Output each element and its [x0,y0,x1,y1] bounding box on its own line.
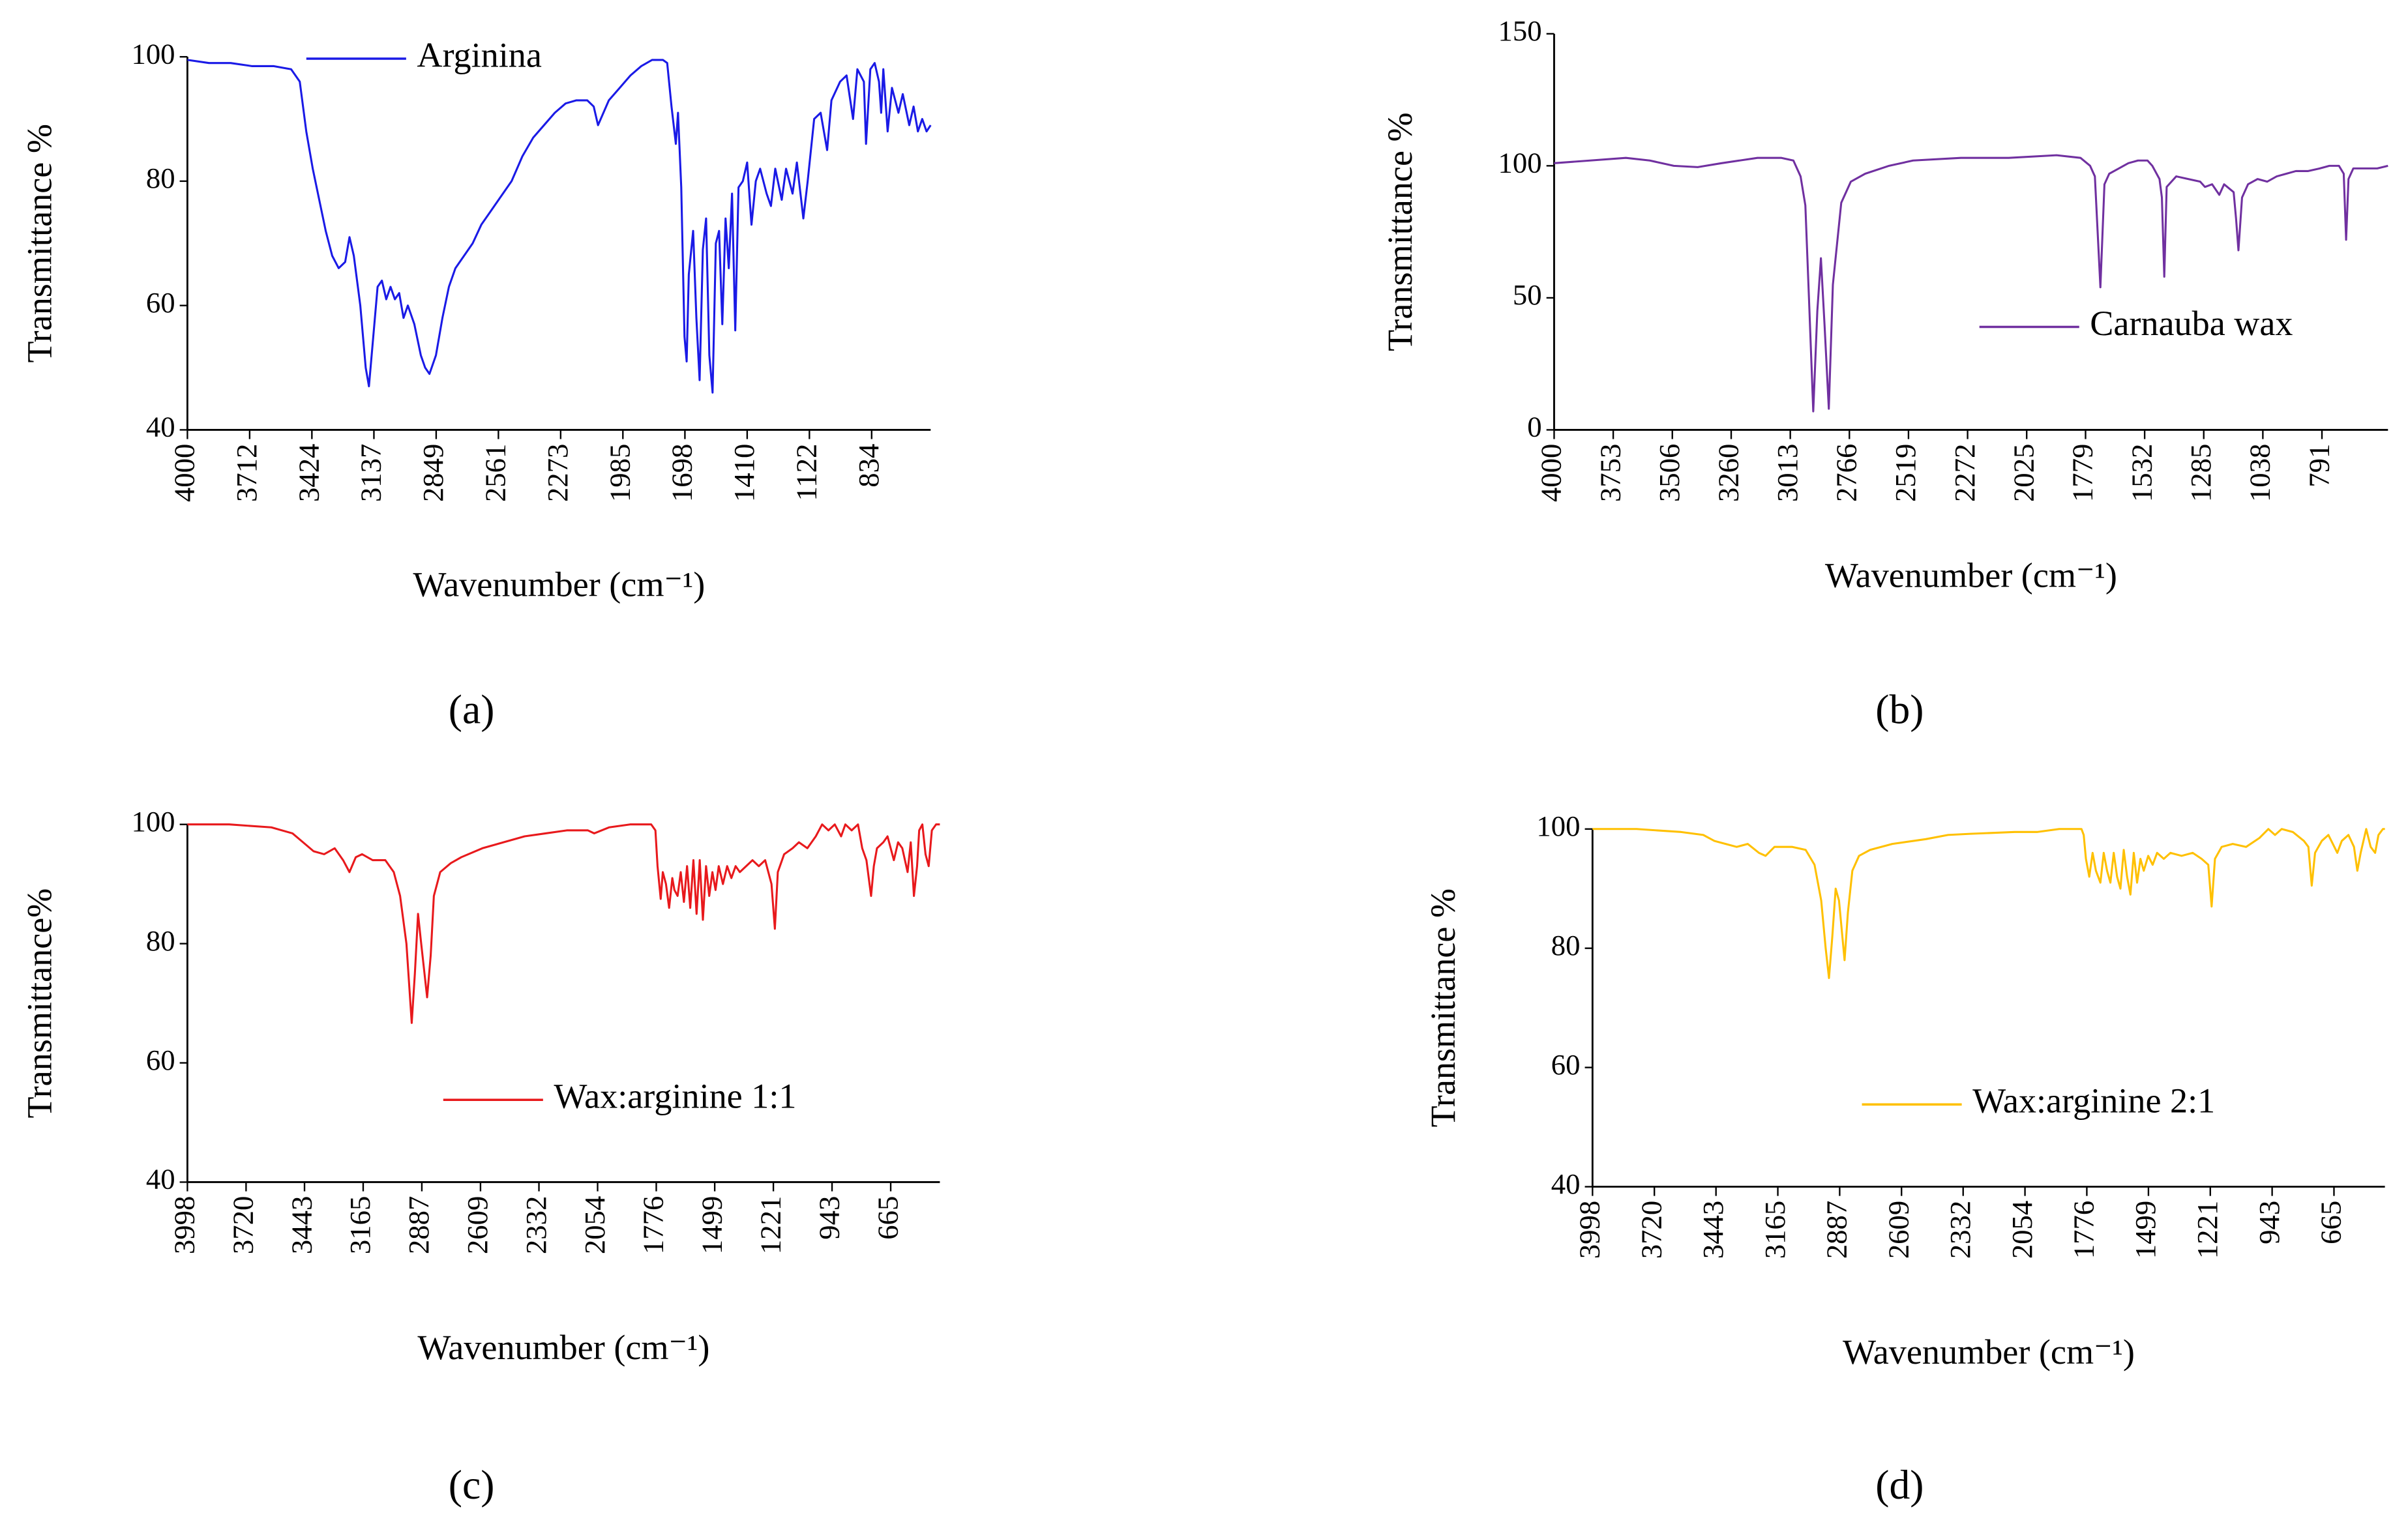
x-tick-label: 665 [2315,1201,2347,1244]
legend-label: Wax:arginine 1:1 [554,1077,796,1116]
y-tick-label: 60 [146,286,175,319]
spectrum-line [187,59,932,394]
x-tick-label: 3013 [1771,444,1804,502]
x-tick-label: 2054 [578,1196,611,1254]
y-axis-label: Transmittance% [20,888,59,1119]
x-tick-label: 2332 [520,1196,552,1254]
y-tick-label: 100 [1536,810,1580,842]
x-tick-label: 1698 [666,444,698,502]
y-tick-label: 60 [146,1044,175,1076]
x-tick-label: 665 [871,1196,904,1240]
x-tick-label: 3998 [1573,1201,1606,1259]
x-tick-label: 834 [852,444,885,488]
x-tick-label: 2609 [461,1196,494,1254]
x-tick-label: 2766 [1830,444,1863,502]
y-tick-label: 40 [146,411,175,443]
x-tick-label: 3720 [1635,1201,1667,1259]
x-tick-label: 2054 [2006,1201,2038,1259]
x-tick-label: 943 [2253,1201,2285,1244]
y-axis-label: Transmittance % [1380,112,1420,351]
legend-label: Wax:arginine 2:1 [1972,1081,2215,1121]
y-tick-label: 100 [131,37,175,70]
x-tick-label: 3443 [1697,1201,1729,1259]
x-axis-label: Wavenumber (cm⁻¹) [1825,555,2117,594]
spectrum-line [1554,154,2388,413]
x-tick-label: 1122 [790,444,823,501]
x-tick-label: 2849 [417,444,449,502]
y-tick-label: 80 [1551,929,1581,961]
x-tick-label: 3443 [285,1196,318,1254]
panel-caption: (d) [1875,1461,1924,1508]
x-tick-label: 4000 [168,444,201,502]
x-tick-label: 1410 [728,444,760,502]
y-tick-label: 60 [1551,1048,1581,1081]
x-tick-label: 3753 [1594,444,1626,502]
x-tick-label: 1499 [695,1196,728,1254]
x-tick-label: 1038 [2244,444,2276,502]
y-tick-label: 40 [1551,1167,1581,1200]
x-tick-label: 2332 [1944,1201,1976,1259]
x-tick-label: 1985 [604,444,636,502]
y-tick-label: 100 [131,805,175,838]
x-tick-label: 3424 [293,444,325,502]
x-axis-label: Wavenumber (cm⁻¹) [1843,1332,2135,1372]
panel-caption: (a) [449,686,495,733]
x-tick-label: 1776 [637,1196,670,1254]
x-tick-label: 1221 [754,1196,786,1254]
x-tick-label: 3137 [355,444,387,502]
x-tick-label: 1779 [2066,444,2099,502]
y-tick-label: 100 [1498,147,1542,179]
panel-caption: (b) [1875,686,1924,733]
x-tick-label: 3165 [1759,1201,1791,1259]
x-tick-label: 2025 [2007,444,2040,502]
x-tick-label: 3260 [1712,444,1744,502]
x-tick-label: 3165 [344,1196,376,1254]
y-tick-label: 80 [146,924,175,957]
x-tick-label: 2609 [1882,1201,1914,1259]
x-tick-label: 1532 [2125,444,2158,502]
x-tick-label: 1499 [2129,1201,2162,1259]
x-tick-label: 2561 [479,444,512,502]
x-tick-label: 2519 [1889,444,1922,502]
spectrum-line [1592,828,2385,979]
x-axis-label: Wavenumber (cm⁻¹) [413,565,705,604]
legend-label: Carnauba wax [2090,304,2293,343]
y-tick-label: 40 [146,1163,175,1196]
y-tick-label: 0 [1527,411,1541,443]
x-tick-label: 3506 [1653,444,1686,502]
x-tick-label: 2887 [1821,1201,1853,1259]
x-tick-label: 791 [2302,444,2335,488]
y-axis-label: Transmittance % [1423,888,1463,1128]
x-tick-label: 3712 [230,444,263,502]
x-tick-label: 3720 [227,1196,260,1254]
x-tick-label: 4000 [1535,444,1568,502]
x-tick-label: 1221 [2191,1201,2223,1259]
spectrum-line [187,823,940,1024]
x-axis-label: Wavenumber (cm⁻¹) [417,1328,709,1367]
y-tick-label: 150 [1498,14,1542,47]
x-tick-label: 3998 [168,1196,201,1254]
panel-caption: (c) [449,1461,495,1508]
y-axis-label: Transmittance % [20,124,59,363]
x-tick-label: 943 [812,1196,845,1240]
legend-label: Arginina [417,35,542,74]
x-tick-label: 2887 [402,1196,435,1254]
y-tick-label: 50 [1513,278,1542,311]
y-tick-label: 80 [146,162,175,194]
x-tick-label: 1776 [2068,1201,2100,1259]
x-tick-label: 1285 [2184,444,2217,502]
x-tick-label: 2272 [1948,444,1981,502]
x-tick-label: 2273 [541,444,574,502]
